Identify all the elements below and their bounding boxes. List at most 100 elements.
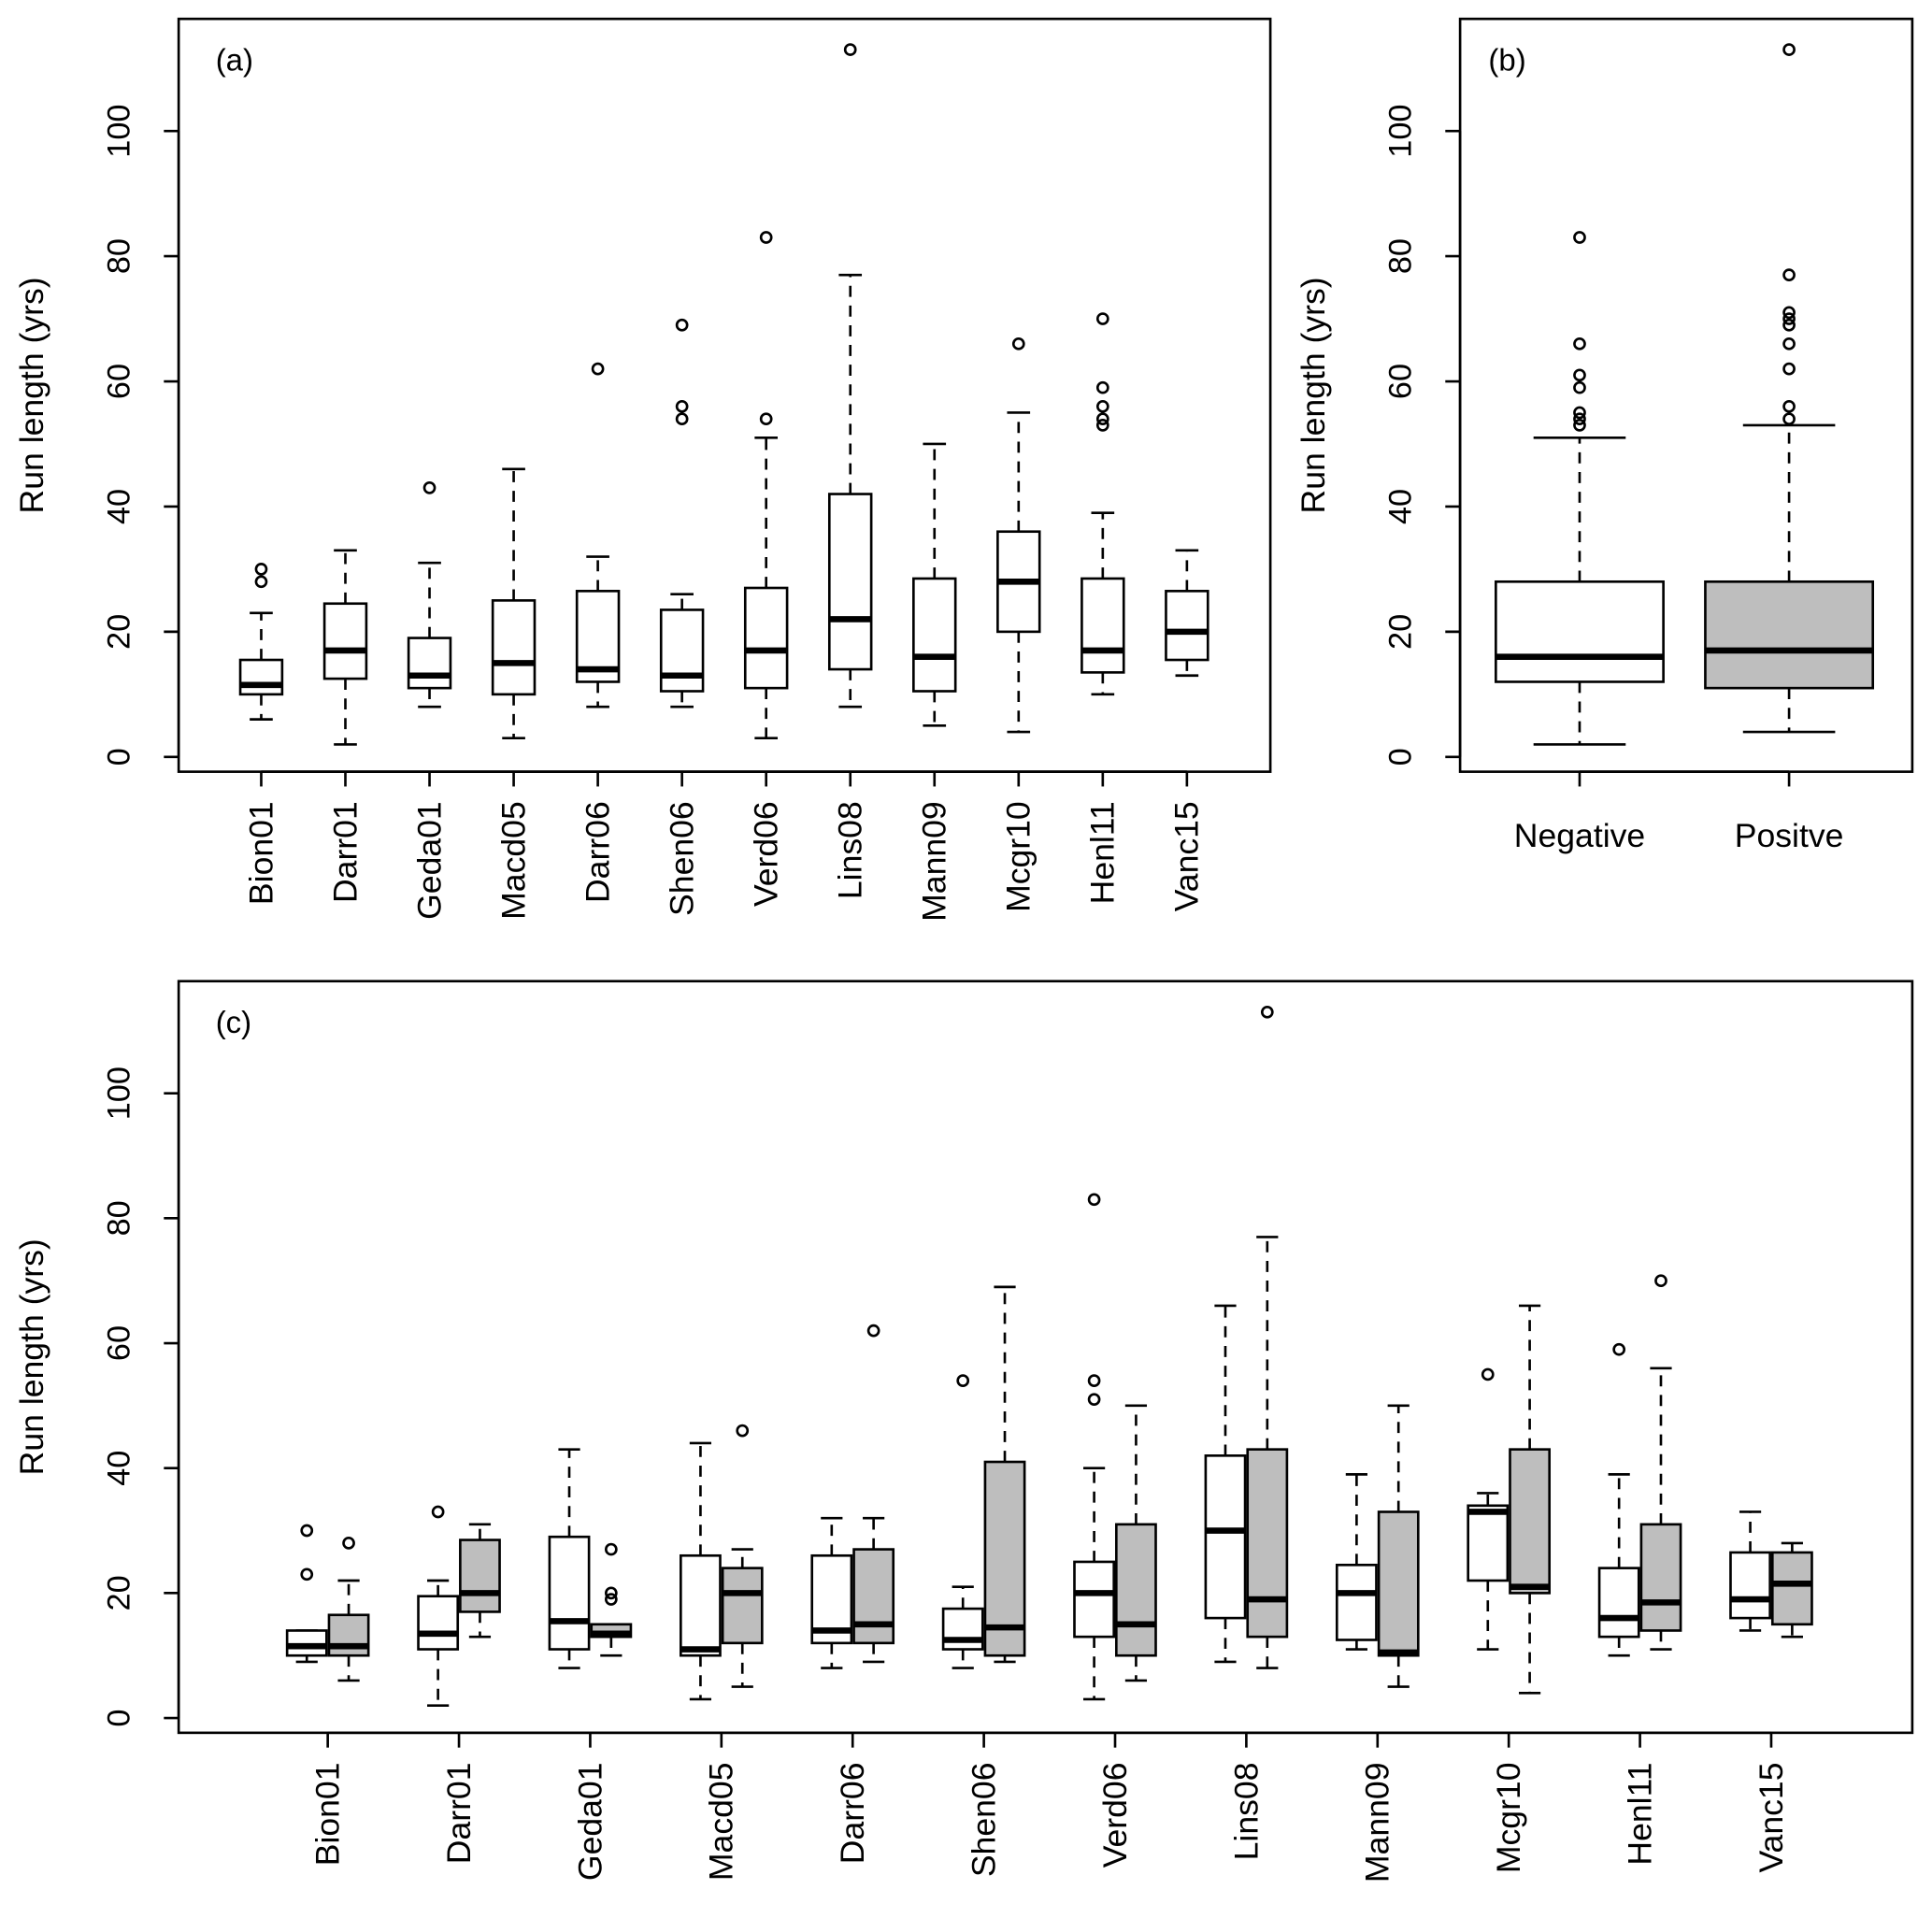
outlier-point <box>1782 336 1796 351</box>
outlier-point <box>300 1567 314 1582</box>
iqr-box <box>322 602 368 680</box>
outlier-point <box>1782 362 1796 376</box>
iqr-box <box>1165 590 1209 662</box>
y-tick-label: 20 <box>101 1575 136 1610</box>
outlier-point <box>1782 268 1796 282</box>
outlier-point <box>422 480 436 494</box>
box-Darr06-positive <box>852 1324 895 1664</box>
iqr-box <box>1597 1567 1640 1639</box>
x-tick-label: Verd06 <box>748 801 785 907</box>
outlier-point <box>956 1374 970 1387</box>
panel-label: (a) <box>216 43 253 78</box>
outlier-point <box>843 43 857 56</box>
box-Henl11-negative <box>1597 1342 1640 1657</box>
y-tick-label: 0 <box>101 748 136 766</box>
iqr-box <box>238 658 284 696</box>
iqr-box <box>1246 1448 1289 1639</box>
outlier-point <box>1782 318 1796 332</box>
iqr-box <box>1639 1523 1682 1632</box>
box-Verd06-negative <box>1073 1193 1116 1701</box>
panel-c: (c) 0 20 40 60 80 100 Run length (yrs) Bion01 Dar… <box>13 980 1914 1882</box>
iqr-box <box>417 1595 460 1651</box>
outlier-point <box>431 1505 445 1519</box>
box-Negative <box>1495 231 1665 746</box>
iqr-box <box>1729 1551 1771 1620</box>
box-Vanc15 <box>1165 549 1209 678</box>
box-Bion01-negative <box>285 1524 328 1664</box>
outlier-point <box>736 1424 750 1438</box>
box-Mcgr10-negative <box>1467 1367 1510 1651</box>
outlier-point <box>1782 43 1796 56</box>
x-tick-label: Macd05 <box>703 1762 740 1881</box>
y-tick-label: 0 <box>101 1710 136 1727</box>
x-tick-label: Bion01 <box>242 801 279 905</box>
y-tick-label: 20 <box>101 614 136 650</box>
x-tick-label: Vanc15 <box>1753 1762 1790 1872</box>
x-tick-label: Verd06 <box>1096 1762 1134 1868</box>
x-tick-label: Macd05 <box>494 801 532 920</box>
box-Darr06-negative <box>810 1516 853 1669</box>
iqr-box <box>1704 580 1875 690</box>
iqr-box <box>285 1629 328 1657</box>
box-Mcgr10 <box>996 336 1041 734</box>
box-Darr01-negative <box>417 1505 460 1707</box>
panel-a: (a) 0 20 40 60 80 100 Run length (yrs) Bion01 Dar… <box>13 17 1272 922</box>
iqr-box <box>1335 1563 1378 1641</box>
outlier-point <box>759 231 773 244</box>
y-tick-label: 40 <box>101 1451 136 1486</box>
iqr-box <box>1115 1523 1157 1657</box>
panel-label: (c) <box>216 1005 251 1039</box>
box-Macd05-positive <box>721 1424 764 1688</box>
y-tick-label: 100 <box>101 1066 136 1120</box>
y-tick-label: 80 <box>101 238 136 274</box>
outlier-point <box>1011 336 1025 351</box>
panel-label: (b) <box>1488 43 1525 78</box>
outlier-point <box>300 1524 314 1538</box>
iqr-box <box>1467 1504 1510 1582</box>
y-tick-label: 60 <box>1382 364 1418 399</box>
outlier-point <box>1573 412 1586 426</box>
box-Bion01-positive <box>327 1537 370 1682</box>
y-tick-label: 20 <box>1382 614 1418 650</box>
y-axis-label: Run length (yrs) <box>13 1238 50 1475</box>
box-Vanc15-negative <box>1729 1510 1771 1632</box>
x-tick-label: Geda01 <box>571 1762 608 1881</box>
y-tick-label: 40 <box>1382 489 1418 524</box>
x-tick-label: Shen06 <box>664 801 701 916</box>
outlier-point <box>675 399 689 413</box>
y-tick-label: 60 <box>101 1325 136 1361</box>
outlier-point <box>1782 312 1796 325</box>
iqr-box <box>1204 1454 1247 1620</box>
y-tick-label: 40 <box>101 489 136 524</box>
iqr-box <box>983 1460 1026 1657</box>
box-Henl11 <box>1080 312 1125 696</box>
box-Lins08 <box>827 43 873 709</box>
iqr-box <box>680 1553 722 1657</box>
box-Macd05-negative <box>680 1441 722 1701</box>
outlier-point <box>1573 231 1586 244</box>
iqr-box <box>659 608 705 693</box>
iqr-box <box>1770 1551 1813 1626</box>
outlier-point <box>1087 1193 1101 1207</box>
x-tick-label: Negative <box>1514 817 1645 854</box>
y-tick-label: 80 <box>101 1200 136 1236</box>
box-Shen06-positive <box>983 1285 1026 1664</box>
outlier-point <box>1573 380 1586 394</box>
box-Lins08-positive <box>1246 1005 1289 1669</box>
y-tick-label: 60 <box>101 364 136 399</box>
x-tick-label: Mcgr10 <box>1490 1762 1527 1873</box>
box-Geda01-negative <box>548 1448 591 1669</box>
x-tick-label: Lins08 <box>832 801 869 899</box>
iqr-box <box>941 1607 984 1651</box>
iqr-box <box>852 1548 895 1645</box>
box-Verd06-positive <box>1115 1404 1157 1682</box>
outlier-point <box>1260 1005 1274 1019</box>
x-tick-label: Henl11 <box>1621 1762 1658 1865</box>
outlier-point <box>1481 1367 1495 1381</box>
outlier-point <box>675 412 689 426</box>
panel-b: (b) 0 20 40 60 80 100 Run length (yrs) Negative P… <box>1295 17 1914 854</box>
x-tick-label: Mcgr10 <box>1000 801 1038 912</box>
outlier-point <box>591 362 605 376</box>
iqr-box <box>1495 580 1665 683</box>
outlier-point <box>1095 419 1109 432</box>
